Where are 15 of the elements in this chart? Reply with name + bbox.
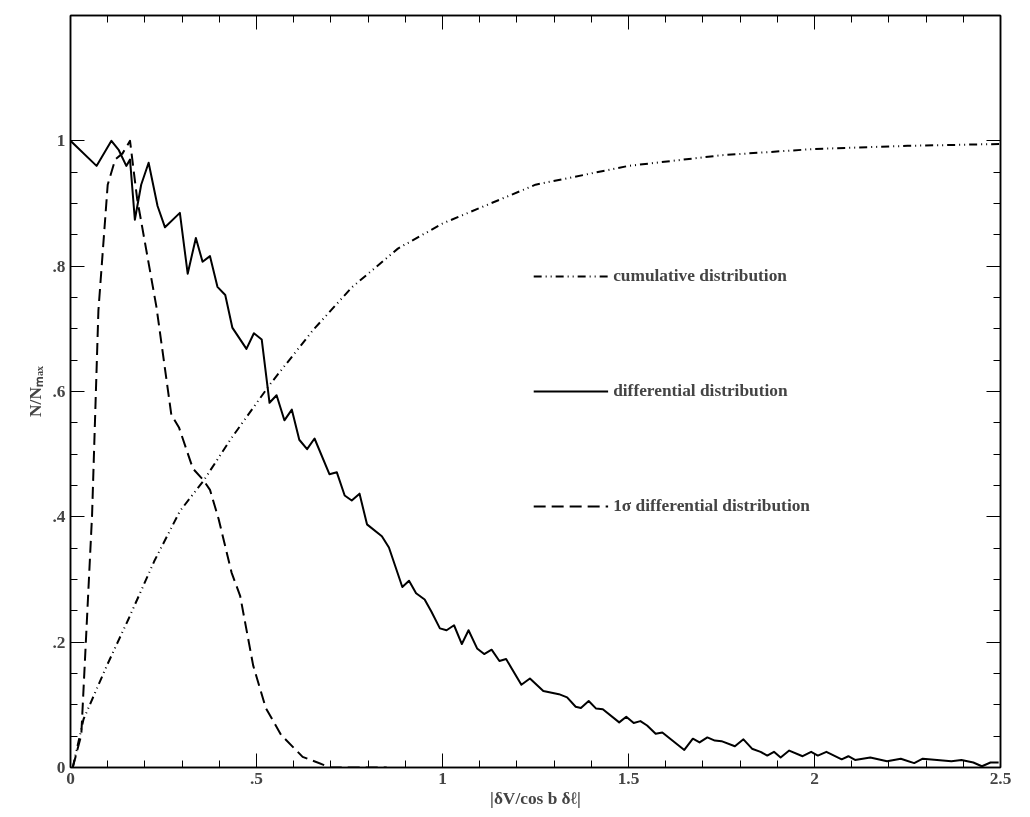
x-tick-label: 1 bbox=[438, 768, 447, 788]
x-axis-title: |δV/cos b δℓ| bbox=[490, 788, 581, 808]
y-tick-label: .2 bbox=[52, 632, 66, 652]
y-tick-label: .4 bbox=[52, 507, 66, 527]
y-tick-label: .8 bbox=[52, 256, 66, 276]
y-tick-label: .6 bbox=[52, 382, 66, 401]
legend-label: differential distribution bbox=[613, 381, 788, 401]
x-tick-label: 2 bbox=[810, 768, 819, 788]
x-tick-label: .5 bbox=[250, 768, 264, 788]
y-axis-title: N/Nₘₐₓ bbox=[25, 365, 45, 417]
y-tick-label: 1 bbox=[56, 131, 66, 151]
legend-label: 1σ differential distribution bbox=[613, 496, 810, 516]
legend-label: cumulative distribution bbox=[613, 266, 787, 286]
x-tick-label: 2.5 bbox=[989, 768, 1012, 788]
x-tick-label: 1.5 bbox=[617, 768, 640, 788]
